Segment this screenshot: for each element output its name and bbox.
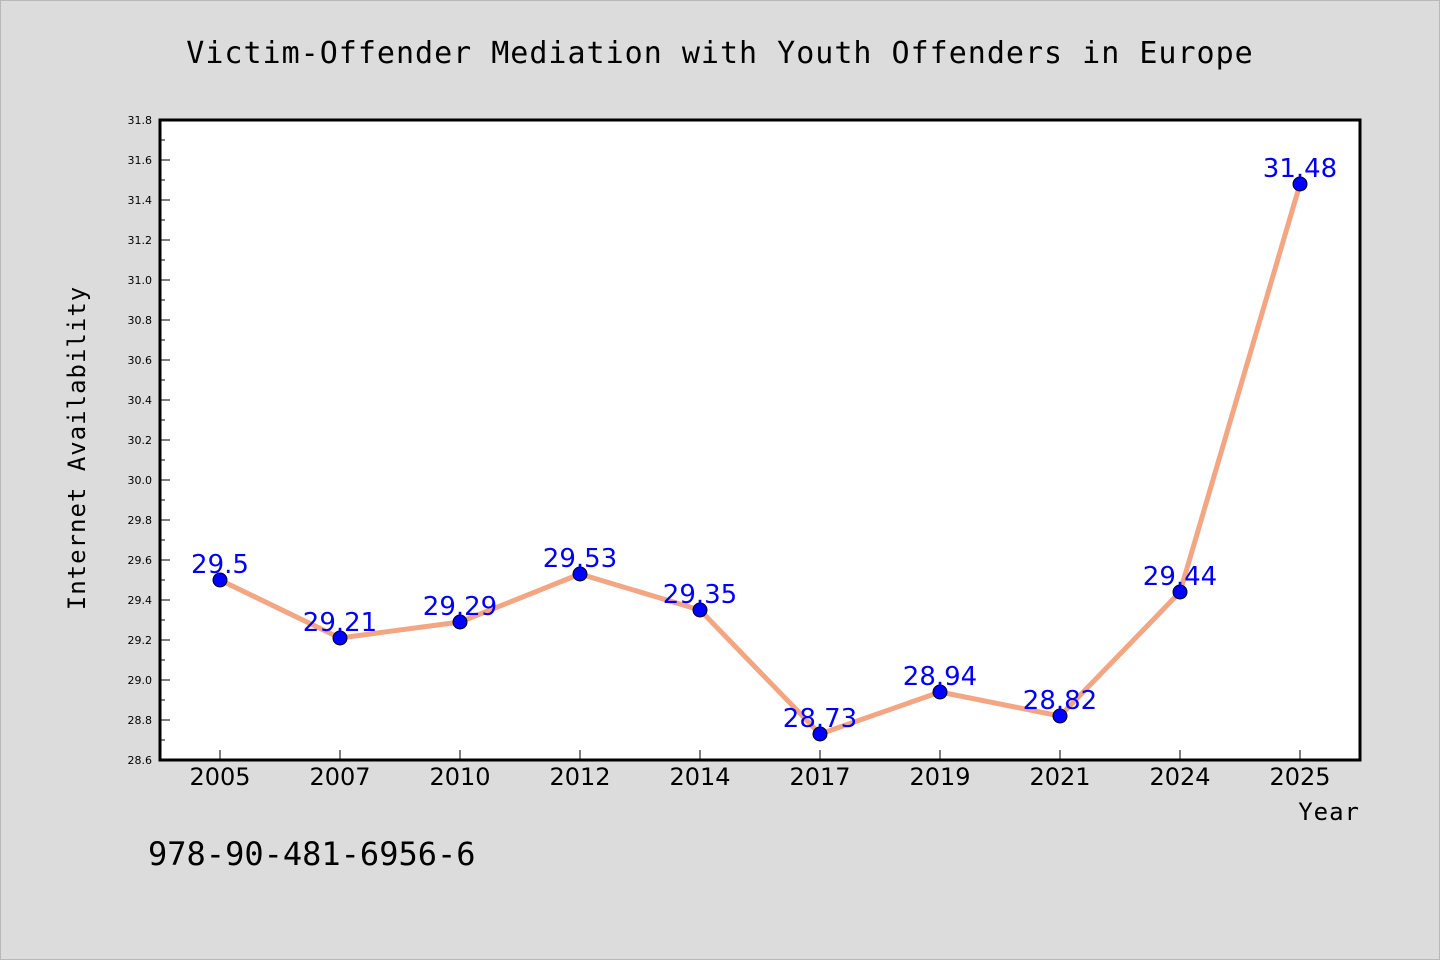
marks-layer: 29.5 29.21 29.29 29.53 29.35 28.73 28.94 28.82 2… xyxy=(191,154,1337,742)
x-tick-label: 2014 xyxy=(669,763,730,791)
y-axis-title: Internet Availability xyxy=(63,286,91,610)
y-tick-label: 31.4 xyxy=(128,194,153,207)
data-label: 31.48 xyxy=(1263,154,1337,184)
x-tick-label: 2017 xyxy=(789,763,850,791)
series-line xyxy=(217,181,1303,737)
x-tick-label: 2024 xyxy=(1149,763,1210,791)
x-tick-label: 2005 xyxy=(189,763,250,791)
x-tick-label: 2019 xyxy=(909,763,970,791)
x-tick-label: 2025 xyxy=(1269,763,1330,791)
isbn-annotation: 978-90-481-6956-6 xyxy=(148,835,476,873)
y-tick-label: 29.6 xyxy=(128,554,153,567)
data-point xyxy=(1052,708,1068,724)
x-axis-title: Year xyxy=(1298,798,1360,826)
data-point xyxy=(452,614,468,630)
y-tick-label: 30.2 xyxy=(128,434,153,447)
x-tick-label: 2010 xyxy=(429,763,490,791)
x-tick-label: 2007 xyxy=(309,763,370,791)
data-label: 28.94 xyxy=(903,662,977,692)
y-tick-label: 30.8 xyxy=(128,314,153,327)
y-tick-label: 28.8 xyxy=(128,714,153,727)
y-tick-label: 29.0 xyxy=(128,674,153,687)
chart-title: Victim-Offender Mediation with Youth Off… xyxy=(186,36,1253,71)
data-label: 28.82 xyxy=(1023,686,1097,716)
data-point xyxy=(932,684,948,700)
y-tick-label: 31.8 xyxy=(128,114,153,127)
data-point xyxy=(812,726,828,742)
data-label: 29.35 xyxy=(663,580,737,610)
y-tick-label: 29.4 xyxy=(128,594,153,607)
y-tick-label: 30.0 xyxy=(128,474,153,487)
data-label: 29.44 xyxy=(1143,562,1217,592)
y-tick-label: 28.6 xyxy=(128,754,153,767)
y-tick-label: 31.0 xyxy=(128,274,153,287)
data-point xyxy=(332,630,348,646)
y-tick-label: 31.2 xyxy=(128,234,153,247)
y-tick-label: 30.4 xyxy=(128,394,153,407)
y-tick-label: 31.6 xyxy=(128,154,153,167)
data-label: 29.5 xyxy=(191,550,249,580)
y-tick-label: 29.2 xyxy=(128,634,153,647)
data-point xyxy=(1172,584,1188,600)
data-point xyxy=(1292,176,1308,192)
axes-layer: 28.6 28.8 29.0 29.2 29.4 29.6 29.8 30.0 30.2 30.4… xyxy=(128,114,1331,791)
x-tick-label: 2012 xyxy=(549,763,610,791)
data-label: 29.53 xyxy=(543,544,617,574)
y-tick-label: 29.8 xyxy=(128,514,153,527)
x-tick-label: 2021 xyxy=(1029,763,1090,791)
y-tick-label: 30.6 xyxy=(128,354,153,367)
data-point xyxy=(212,572,228,588)
data-label: 28.73 xyxy=(783,704,857,734)
plot-area xyxy=(160,120,1360,760)
data-point xyxy=(692,602,708,618)
data-label: 29.21 xyxy=(303,608,377,638)
data-label: 29.29 xyxy=(423,592,497,622)
data-point xyxy=(572,566,588,582)
